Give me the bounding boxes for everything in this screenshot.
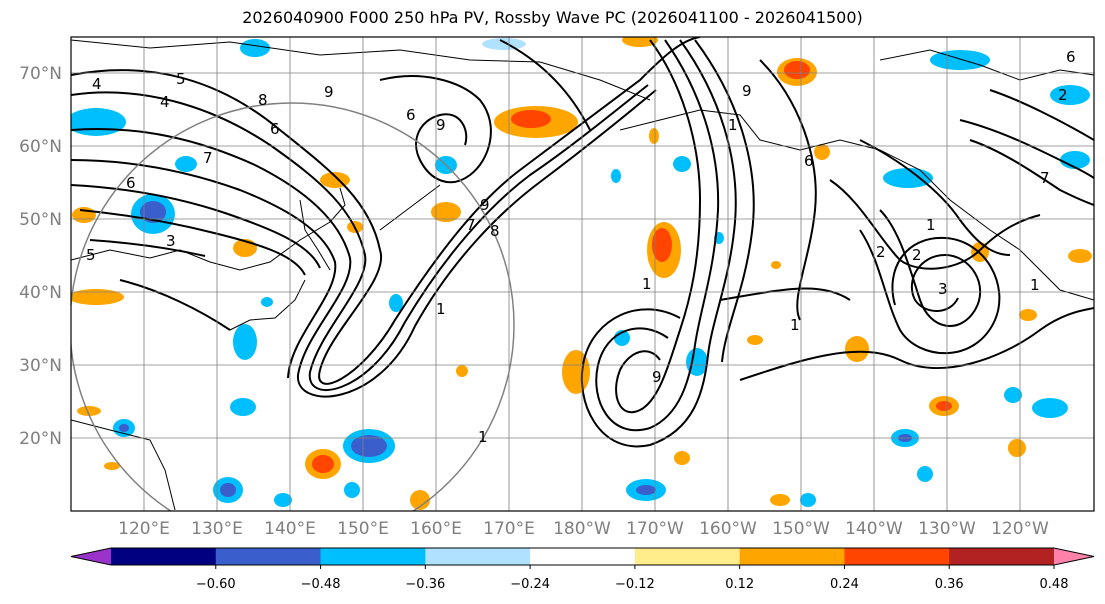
contour-label: 3 bbox=[166, 232, 176, 250]
lat-label: 60°N bbox=[19, 137, 62, 157]
lon-label: 180°W bbox=[553, 519, 611, 539]
map-title: 2026040900 F000 250 hPa PV, Rossby Wave … bbox=[242, 8, 863, 27]
contour-label: 6 bbox=[126, 174, 136, 192]
colorbar-segment bbox=[634, 548, 741, 565]
lon-label: 120°E bbox=[118, 519, 170, 539]
lat-label: 30°N bbox=[19, 356, 62, 376]
colorbar-segment bbox=[215, 548, 322, 565]
contour-label: 9 bbox=[652, 368, 662, 386]
contour-label: 6 bbox=[1066, 48, 1076, 66]
colorbar-segments bbox=[70, 547, 1095, 566]
colorbar-tick-label: 0.48 bbox=[1040, 577, 1069, 592]
lon-label: 150°E bbox=[337, 519, 389, 539]
colorbar-tick-label: −0.24 bbox=[510, 577, 550, 592]
colorbar-segment bbox=[949, 548, 1055, 565]
longitude-labels: 120°E 130°E 140°E 150°E 160°E 170°E 180°… bbox=[118, 519, 1049, 539]
lon-label: 150°W bbox=[772, 519, 830, 539]
lat-label: 50°N bbox=[19, 210, 62, 230]
contour-label: 4 bbox=[160, 93, 170, 111]
contour-label: 1 bbox=[436, 300, 446, 318]
lon-label: 120°W bbox=[991, 519, 1049, 539]
contour-label: 7 bbox=[466, 216, 476, 234]
lon-label: 140°E bbox=[264, 519, 316, 539]
colorbar-segment bbox=[530, 548, 636, 565]
colorbar-tick-label: −0.36 bbox=[405, 577, 445, 592]
contour-label: 2 bbox=[1058, 86, 1068, 104]
lat-label: 70°N bbox=[19, 64, 62, 84]
map-border bbox=[70, 36, 1095, 512]
contour-label: 1 bbox=[790, 316, 800, 334]
lon-label: 160°W bbox=[699, 519, 757, 539]
colorbar-tick-label: 0.36 bbox=[935, 577, 964, 592]
colorbar-segment bbox=[844, 548, 950, 565]
lon-label: 130°E bbox=[191, 519, 243, 539]
contour-label: 1 bbox=[728, 116, 738, 134]
contour-label: 1 bbox=[926, 216, 936, 234]
lon-label: 140°W bbox=[845, 519, 903, 539]
map-content: 4 5 4 6 7 6 8 9 6 9 9 8 7 3 5 1 1 9 9 1 … bbox=[71, 37, 1094, 511]
contour-label-group: 4 5 4 6 7 6 8 9 6 9 9 8 7 3 5 1 1 9 9 1 … bbox=[86, 48, 1076, 446]
contour-label: 9 bbox=[324, 83, 334, 101]
colorbar: −0.60 −0.48 −0.36 −0.24 −0.12 0.12 0.24 0.36 0.4… bbox=[70, 547, 1095, 592]
contour-label: 7 bbox=[1040, 169, 1050, 187]
colorbar-labels: −0.60 −0.48 −0.36 −0.24 −0.12 0.12 0.24 0.36 0.4… bbox=[196, 577, 1069, 592]
colorbar-tick-label: −0.60 bbox=[196, 577, 236, 592]
graticule bbox=[71, 37, 1094, 511]
lon-label: 130°W bbox=[918, 519, 976, 539]
colorbar-tick-label: 0.24 bbox=[830, 577, 859, 592]
colorbar-outline bbox=[70, 547, 1095, 566]
region-circle bbox=[71, 102, 515, 511]
contour-label: 1 bbox=[1030, 276, 1040, 294]
map-area bbox=[71, 37, 1094, 511]
contour-label: 5 bbox=[86, 246, 96, 264]
lat-label: 40°N bbox=[19, 283, 62, 303]
contour-label: 6 bbox=[406, 106, 416, 124]
contour-label: 8 bbox=[258, 91, 268, 109]
lon-label: 170°W bbox=[626, 519, 684, 539]
contour-label: 9 bbox=[742, 82, 752, 100]
latitude-labels: 70°N 60°N 50°N 40°N 30°N 20°N bbox=[19, 64, 62, 449]
contour-label: 1 bbox=[478, 428, 488, 446]
lon-label: 160°E bbox=[410, 519, 462, 539]
colorbar-segment bbox=[425, 548, 531, 565]
contour-label: 2 bbox=[912, 246, 922, 264]
contour-label: 6 bbox=[804, 152, 814, 170]
colorbar-under-arrow bbox=[71, 548, 111, 565]
colorbar-tick-label: 0.12 bbox=[725, 577, 754, 592]
contour-label: 9 bbox=[480, 196, 490, 214]
contour-label: 5 bbox=[176, 70, 186, 88]
contour-label: 8 bbox=[490, 222, 500, 240]
colorbar-segment bbox=[739, 548, 845, 565]
contour-label: 7 bbox=[203, 149, 213, 167]
contour-label: 1 bbox=[642, 275, 652, 293]
colorbar-tick-label: −0.12 bbox=[615, 577, 655, 592]
contour-label: 2 bbox=[876, 243, 886, 261]
colorbar-segment bbox=[111, 548, 217, 565]
colorbar-tick-label: −0.48 bbox=[301, 577, 341, 592]
contour-label: 4 bbox=[92, 75, 102, 93]
contour-label: 6 bbox=[270, 120, 280, 138]
contour-label: 9 bbox=[436, 116, 446, 134]
lat-label: 20°N bbox=[19, 429, 62, 449]
colorbar-ticks bbox=[215, 565, 1055, 569]
lon-label: 170°E bbox=[483, 519, 535, 539]
colorbar-over-arrow bbox=[1054, 548, 1094, 565]
contour-label: 3 bbox=[938, 280, 948, 298]
colorbar-segment bbox=[320, 548, 426, 565]
